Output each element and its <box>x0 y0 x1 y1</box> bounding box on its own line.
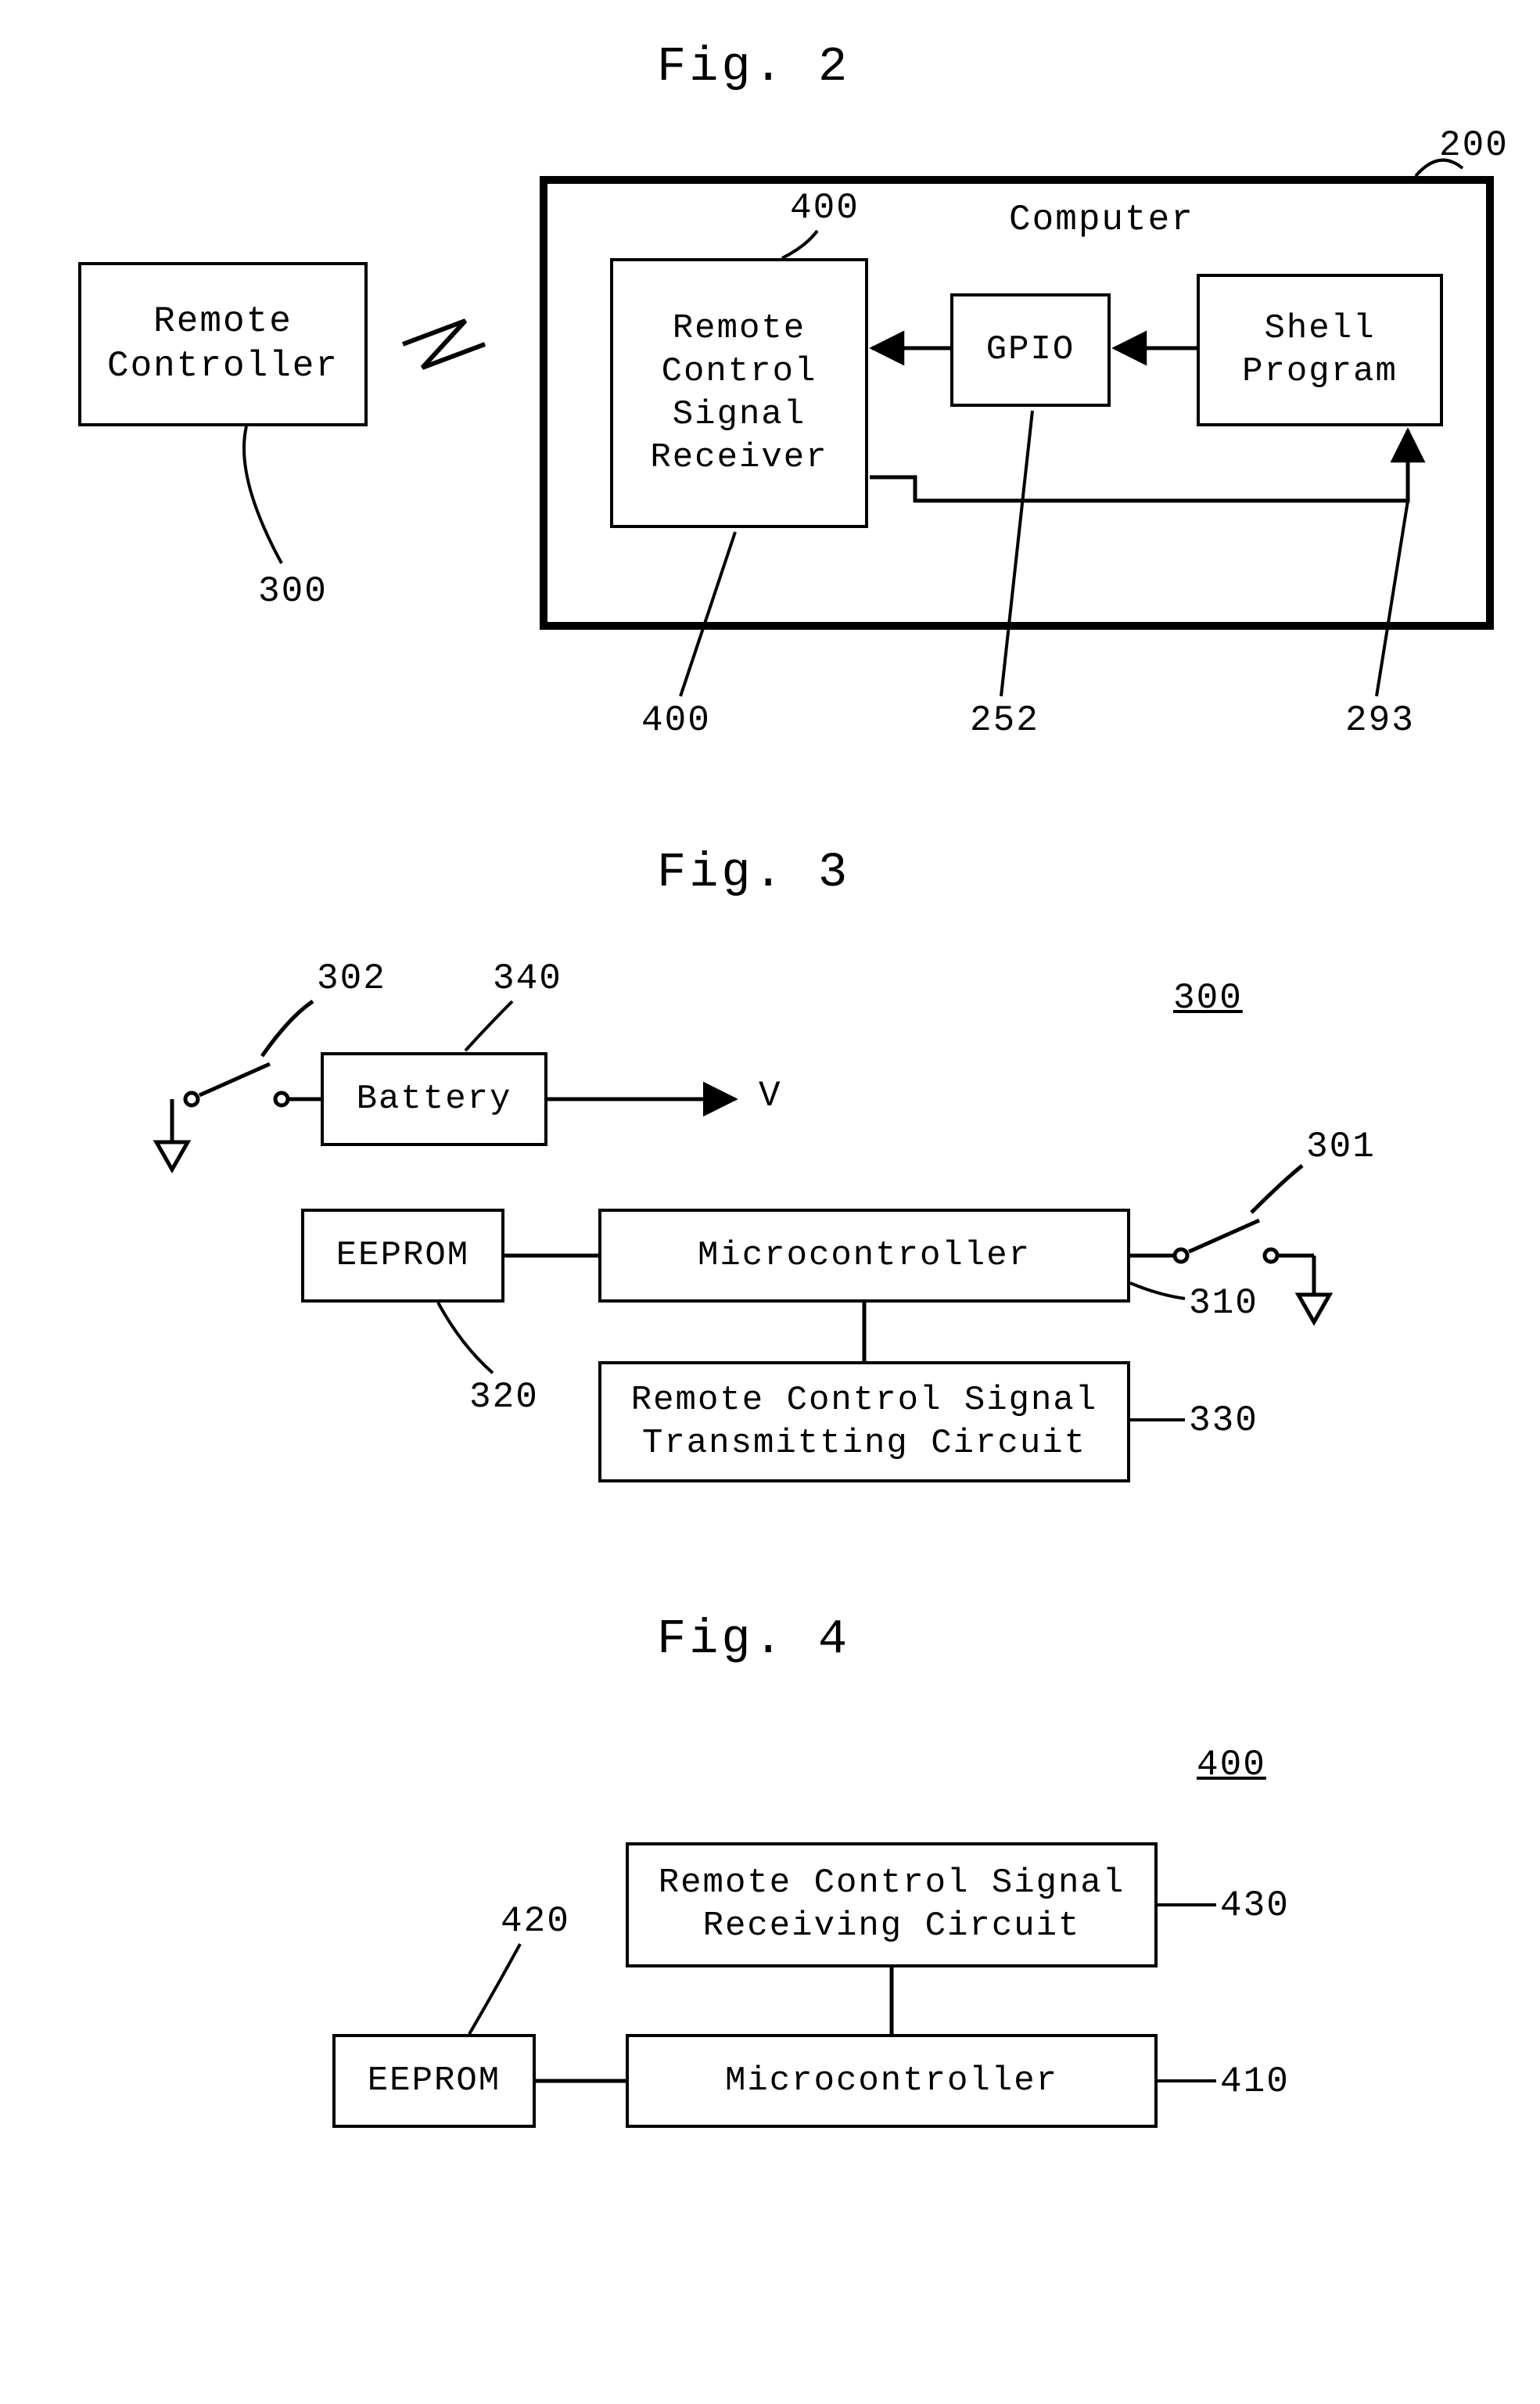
fig4-ref-420: 420 <box>501 1901 570 1942</box>
fig4-ref-410: 410 <box>1220 2061 1290 2102</box>
fig3-v-label: V <box>759 1076 782 1116</box>
fig2-shell-label: Shell Program <box>1242 307 1398 393</box>
fig4-rcrc-label: Remote Control Signal Receiving Circuit <box>659 1862 1125 1948</box>
fig4-ref-400: 400 <box>1197 1745 1266 1785</box>
fig4-title: Fig. 4 <box>657 1612 850 1667</box>
fig2-title: Fig. 2 <box>657 39 850 95</box>
diagram-canvas: Fig. 2 Remote Controller Computer Remote… <box>31 31 1540 2373</box>
fig3-ref-302: 302 <box>317 958 386 999</box>
fig2-ref-293: 293 <box>1345 700 1415 741</box>
fig4-ref-430: 430 <box>1220 1885 1290 1926</box>
fig3-mcu-label: Microcontroller <box>698 1234 1031 1277</box>
fig3-battery-box: Battery <box>321 1052 547 1146</box>
fig3-rcst-label: Remote Control Signal Transmitting Circu… <box>631 1379 1098 1465</box>
fig4-rcrc-box: Remote Control Signal Receiving Circuit <box>626 1842 1158 1967</box>
fig2-ref-300: 300 <box>258 571 328 612</box>
fig2-ref-400-top: 400 <box>790 188 860 228</box>
fig2-ref-400-bottom: 400 <box>641 700 711 741</box>
fig3-ref-310: 310 <box>1189 1283 1258 1324</box>
fig4-mcu-box: Microcontroller <box>626 2034 1158 2128</box>
fig3-ref-340: 340 <box>493 958 562 999</box>
fig3-rcst-box: Remote Control Signal Transmitting Circu… <box>598 1361 1130 1482</box>
fig3-mcu-box: Microcontroller <box>598 1209 1130 1303</box>
fig3-ref-320: 320 <box>469 1377 539 1418</box>
fig3-battery-label: Battery <box>357 1078 512 1121</box>
fig4-mcu-label: Microcontroller <box>725 2060 1058 2103</box>
fig3-eeprom-box: EEPROM <box>301 1209 504 1303</box>
fig2-gpio-label: GPIO <box>986 329 1075 372</box>
fig2-computer-label: Computer <box>1009 199 1194 240</box>
fig4-eeprom-box: EEPROM <box>332 2034 536 2128</box>
fig2-ref-252: 252 <box>970 700 1039 741</box>
fig2-rcsr-label: Remote Control Signal Receiver <box>650 307 827 480</box>
fig2-rcsr-box: Remote Control Signal Receiver <box>610 258 868 528</box>
fig3-ref-330: 330 <box>1189 1400 1258 1441</box>
fig4-eeprom-label: EEPROM <box>368 2060 501 2103</box>
fig2-gpio-box: GPIO <box>950 293 1111 407</box>
fig2-ref-200: 200 <box>1439 125 1509 166</box>
fig2-remote-controller-label: Remote Controller <box>107 300 339 390</box>
fig3-eeprom-label: EEPROM <box>336 1234 469 1277</box>
fig3-ref-301: 301 <box>1306 1127 1376 1167</box>
fig3-title: Fig. 3 <box>657 845 850 900</box>
fig3-ref-300: 300 <box>1173 978 1243 1019</box>
fig2-remote-controller-box: Remote Controller <box>78 262 368 426</box>
fig2-shell-box: Shell Program <box>1197 274 1443 426</box>
